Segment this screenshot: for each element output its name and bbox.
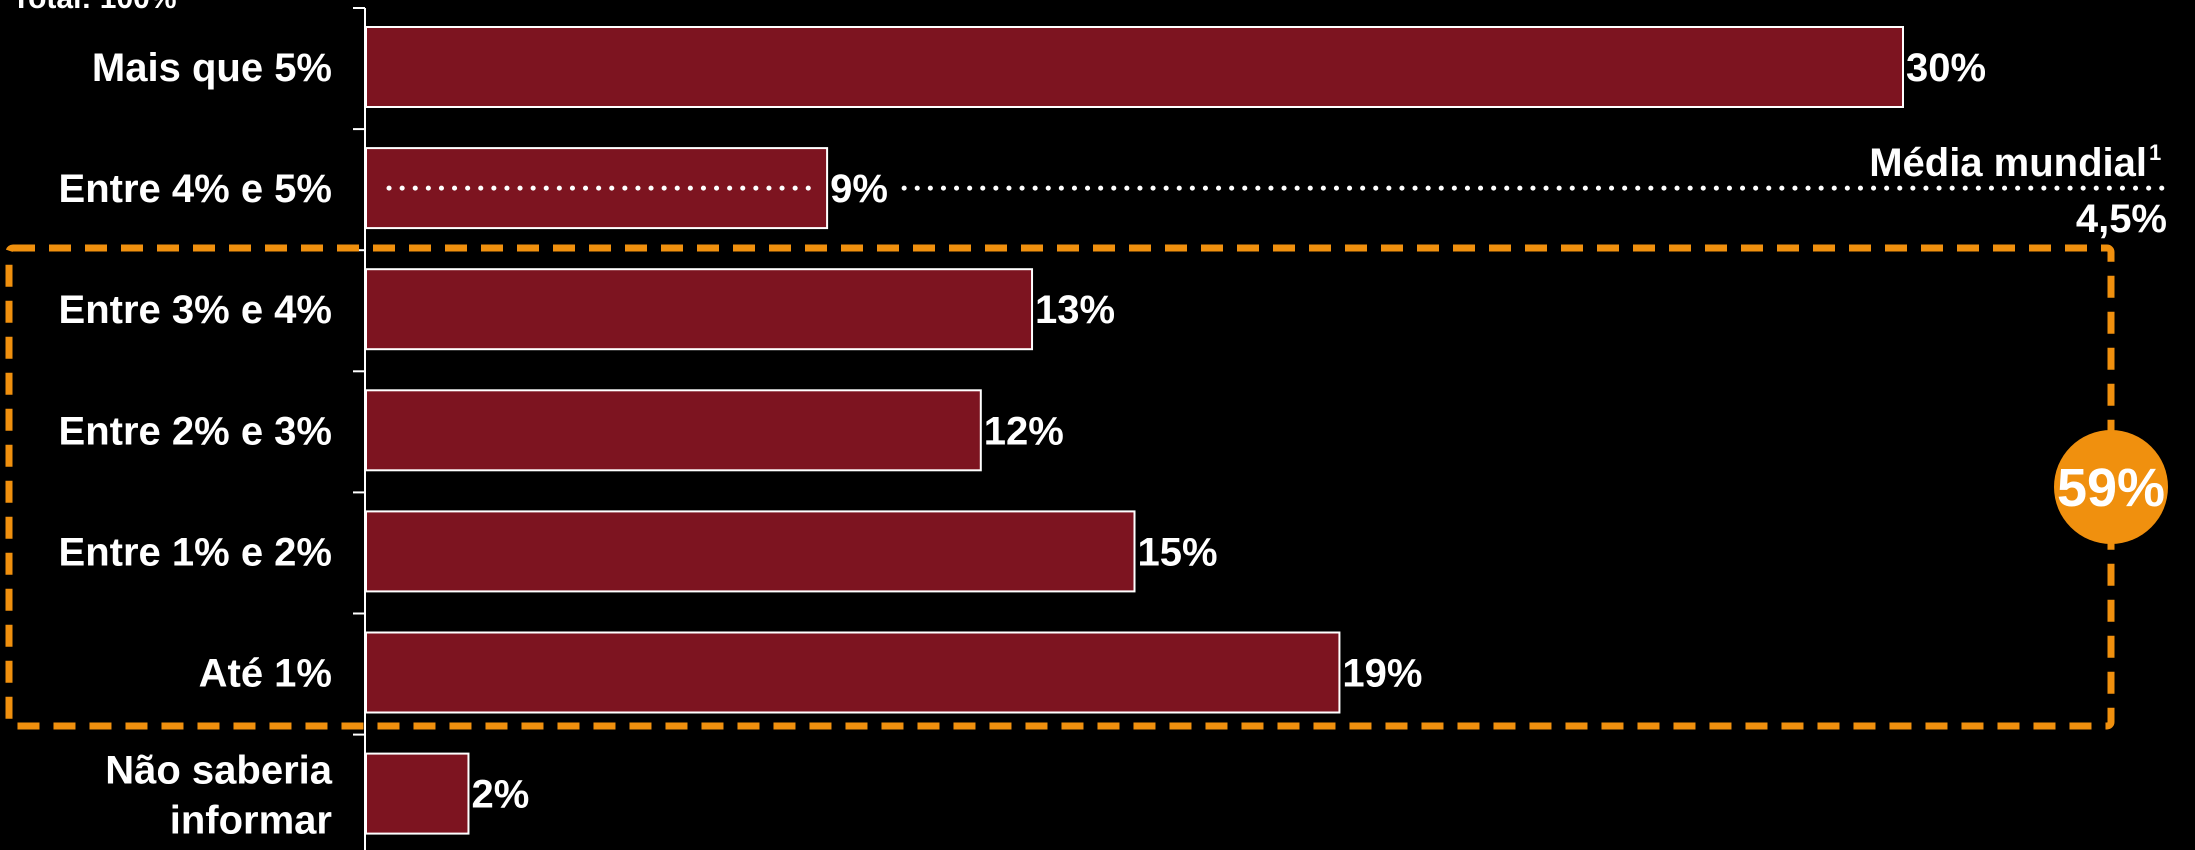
category-label-mais-que-5pct: Mais que 5% (92, 46, 332, 90)
category-label-entre-3pct-e-4pct: Entre 3% e 4% (59, 288, 332, 332)
reference-line-footnote: 1 (2149, 140, 2161, 165)
value-label-nao-saberia-informar: 2% (471, 773, 529, 817)
reference-line-value: 4,5% (2076, 197, 2167, 241)
bar-nao-saberia-informar (365, 752, 470, 835)
category-label-ate-1pct: Até 1% (199, 652, 332, 696)
highlight-group-box (5, 244, 2115, 730)
highlight-group-badge (2054, 430, 2168, 544)
bar-entre-1pct-e-2pct (365, 510, 1136, 593)
bar-mais-que-5pct (365, 26, 1904, 108)
category-label-nao-saberia-informar: Não saberia informar (105, 749, 333, 843)
reference-line-label: Média mundial (1869, 141, 2147, 185)
value-label-entre-2pct-e-3pct: 12% (984, 409, 1064, 453)
category-label-entre-2pct-e-3pct: Entre 2% e 3% (59, 409, 332, 453)
bar-entre-3pct-e-4pct (365, 268, 1034, 351)
value-label-entre-3pct-e-4pct: 13% (1035, 288, 1115, 332)
value-label-entre-4pct-e-5pct: 9% (830, 167, 888, 211)
category-label-entre-1pct-e-2pct: Entre 1% e 2% (59, 530, 332, 574)
total-label: Total: 100% (12, 0, 177, 15)
value-label-mais-que-5pct: 30% (1906, 46, 1986, 90)
value-label-entre-1pct-e-2pct: 15% (1138, 530, 1218, 574)
bar-entre-2pct-e-3pct (365, 389, 982, 472)
highlight-group-total: 59% (2057, 458, 2165, 518)
category-label-entre-4pct-e-5pct: Entre 4% e 5% (59, 167, 332, 211)
value-label-ate-1pct: 19% (1342, 652, 1422, 696)
bar-ate-1pct (365, 631, 1341, 714)
